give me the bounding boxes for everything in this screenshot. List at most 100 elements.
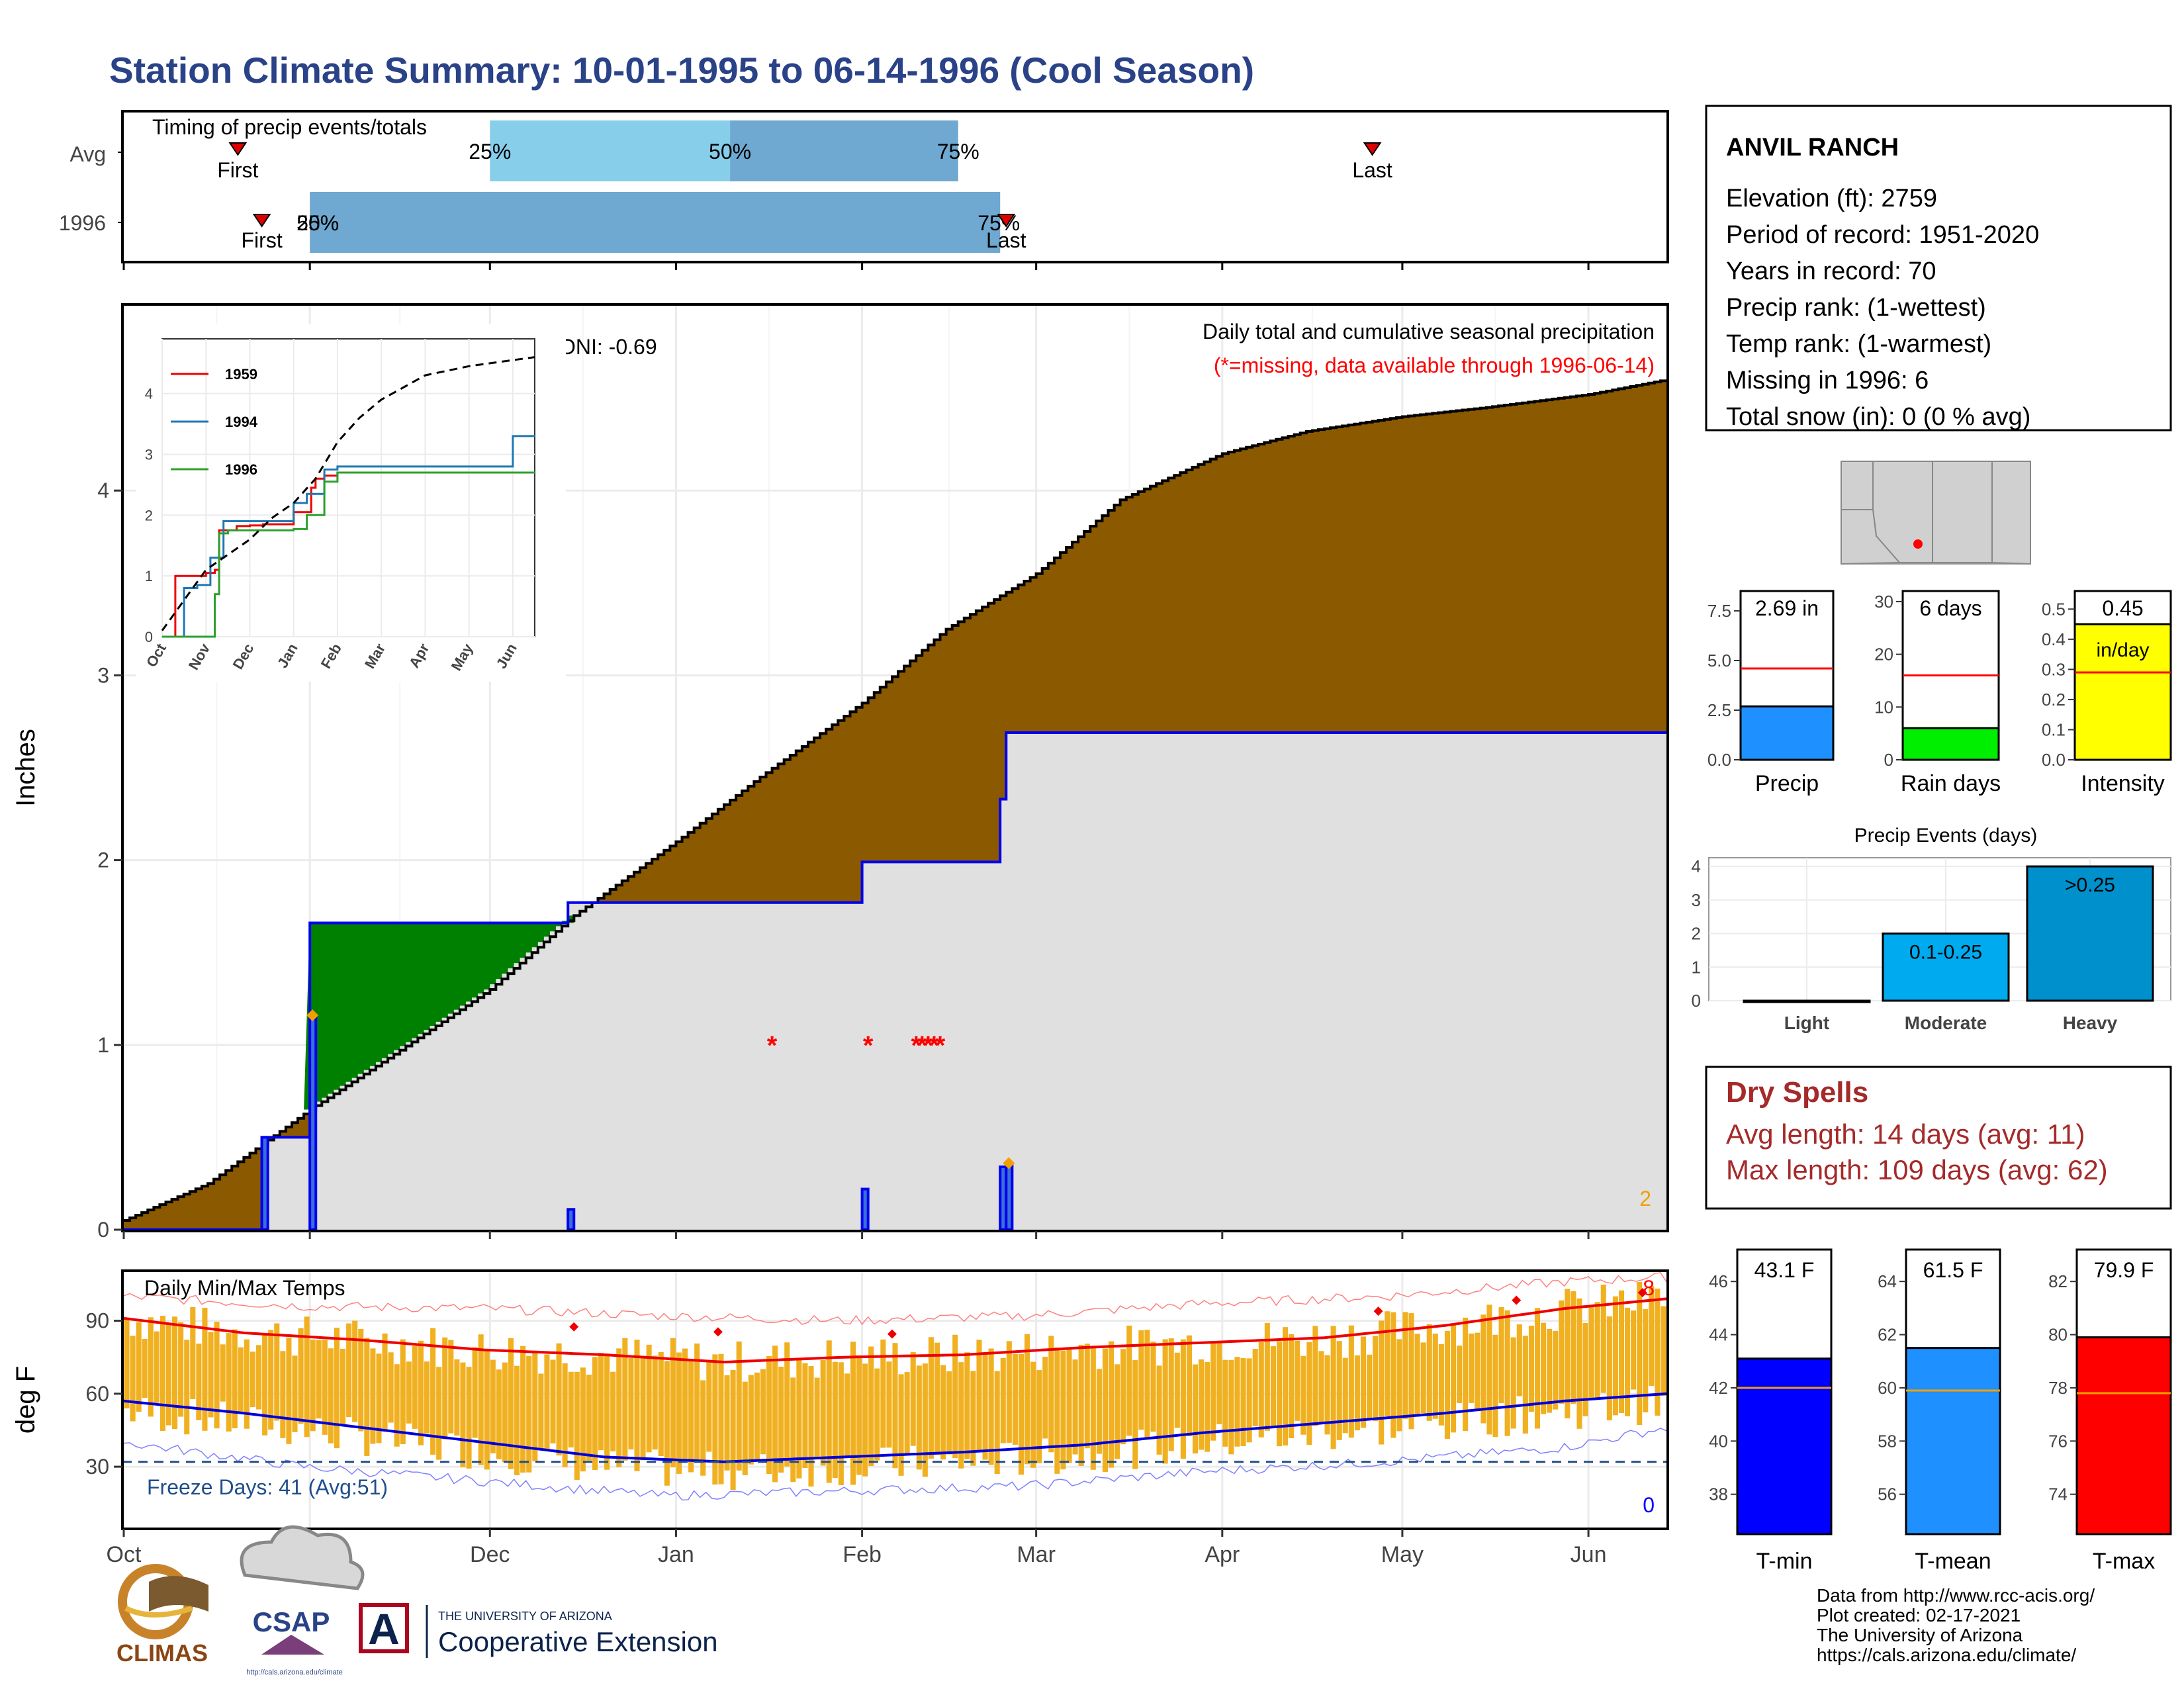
timing-1996-first-marker <box>252 214 271 228</box>
daily-temp-bar <box>124 1318 130 1408</box>
daily-temp-bar <box>1541 1322 1547 1414</box>
daily-temp-bar <box>1444 1330 1450 1440</box>
daily-temp-bar <box>159 1316 165 1431</box>
daily-temp-bar <box>610 1371 616 1451</box>
daily-temp-bar <box>358 1329 364 1432</box>
observed-cumulative-area <box>124 733 1666 1230</box>
summary-value-label: 2.69 in <box>1755 596 1819 620</box>
daily-temp-bar <box>604 1353 610 1470</box>
temp-summary-ytick-label: 58 <box>1878 1431 1897 1451</box>
daily-temp-bar <box>1396 1339 1402 1432</box>
daily-temp-bar <box>1300 1355 1306 1435</box>
temp-summary-value-label: 43.1 F <box>1754 1258 1815 1282</box>
station-info-box: ANVIL RANCH Elevation (ft): 2759 Period … <box>1705 105 2172 432</box>
daily-temp-bar <box>1625 1307 1631 1416</box>
summary-category-label: Precip <box>1755 771 1819 796</box>
daily-temp-bar <box>202 1308 208 1431</box>
daily-temp-bar <box>1228 1359 1234 1455</box>
above-average-area <box>304 915 574 1110</box>
temp-ytick-label: 90 <box>85 1309 109 1333</box>
daily-temp-bar <box>382 1333 388 1431</box>
daily-temp-bar <box>388 1352 394 1423</box>
missing-day-marker: * <box>767 1031 778 1060</box>
daily-temp-bar <box>496 1369 502 1459</box>
daily-precip-bar <box>308 1014 318 1232</box>
timing-avg-last-marker <box>1363 142 1382 156</box>
daily-temp-bar <box>808 1366 814 1487</box>
timing-row-1996: 1996 <box>59 211 106 235</box>
precip-note-title: Daily total and cumulative seasonal prec… <box>1203 320 1655 343</box>
daily-temp-bar <box>418 1340 424 1445</box>
daily-temp-bar <box>1126 1325 1132 1436</box>
daily-temp-bar <box>376 1353 382 1443</box>
precip-ytick-label: 2 <box>97 848 109 872</box>
temp-ytick-label: 30 <box>85 1455 109 1479</box>
daily-temp-bar <box>958 1362 964 1469</box>
inset-ytick-label: 2 <box>145 507 153 524</box>
daily-temp-bar <box>310 1340 316 1432</box>
daily-temp-bar <box>334 1328 340 1449</box>
timing-1996-last-label: Last <box>986 228 1026 252</box>
temp-summary-ytick-label: 46 <box>1709 1271 1728 1291</box>
summary-bar-intensity <box>2073 623 2172 761</box>
csap-logo-text: CSAP <box>253 1606 330 1637</box>
daily-temp-bar <box>1246 1358 1252 1443</box>
daily-temp-bar <box>370 1348 376 1444</box>
daily-temp-bar <box>1559 1300 1565 1404</box>
summary-ytick-label: 0.1 <box>2042 719 2066 739</box>
events-category-label: Heavy <box>2063 1013 2118 1033</box>
temp-summary-ytick-label: 40 <box>1709 1431 1728 1451</box>
inset-series-average <box>161 356 535 631</box>
daily-temp-bar <box>898 1374 904 1476</box>
daily-temp-bar <box>1348 1325 1354 1438</box>
record-precip-marker <box>1003 1157 1015 1169</box>
daily-temp-bar <box>1102 1348 1108 1473</box>
precip-ylabel: Inches <box>11 729 40 807</box>
summary-ytick-label: 0.0 <box>1707 750 1731 770</box>
station-line-elevation: Elevation (ft): 2759 <box>1726 185 1937 212</box>
precip-note-missing: (*=missing, data available through 1996-… <box>1214 353 1655 377</box>
missing-day-marker: * <box>917 1031 928 1060</box>
timing-1996-q50-label: 50% <box>296 211 339 235</box>
record-high-marker <box>713 1327 723 1337</box>
daily-temp-bar <box>165 1323 172 1426</box>
daily-temp-bar <box>1414 1334 1420 1414</box>
missing-day-marker: * <box>863 1031 874 1060</box>
daily-temp-bar <box>1132 1360 1138 1469</box>
daily-temp-bar <box>1534 1308 1541 1429</box>
daily-temp-bar <box>970 1371 976 1466</box>
summary-category-label: Rain days <box>1901 771 2001 796</box>
daily-temp-bar <box>796 1359 802 1479</box>
summary-ytick-label: 7.5 <box>1707 601 1731 621</box>
timing-avg-first-label: First <box>217 158 258 182</box>
temp-summary-bar-t-mean <box>1905 1347 2001 1535</box>
timing-avg-bar-q50-q75 <box>730 120 958 181</box>
temp-summary-ytick-label: 80 <box>2048 1325 2068 1345</box>
daily-temp-bar <box>664 1361 670 1486</box>
precip-ytick-label: 4 <box>97 479 109 502</box>
daily-temp-bar <box>658 1352 664 1457</box>
daily-temp-bar <box>598 1352 604 1451</box>
daily-temp-bar <box>880 1339 886 1448</box>
daily-temp-bar <box>424 1361 430 1434</box>
daily-temp-bar <box>1510 1337 1516 1429</box>
events-ytick-label: 0 <box>1692 991 1701 1011</box>
daily-temp-bar <box>1612 1296 1618 1416</box>
daily-temp-bar <box>952 1334 958 1459</box>
daily-temp-bar <box>928 1337 934 1459</box>
daily-temp-bar <box>154 1331 159 1403</box>
daily-temp-bar <box>1192 1364 1199 1454</box>
daily-temp-bar <box>232 1329 238 1429</box>
daily-temp-bar <box>700 1380 706 1476</box>
daily-temp-bar <box>292 1355 298 1432</box>
timing-label: Timing of precip events/totals <box>152 115 427 139</box>
summary-value-label: 6 days <box>1919 596 1981 620</box>
oni-value: ONI: -0.69 <box>559 335 657 359</box>
station-location-dot <box>1913 539 1923 549</box>
station-line-precip-rank: Precip rank: (1-wettest) <box>1726 294 1986 322</box>
daily-temp-bar <box>1354 1355 1360 1431</box>
daily-temp-bar <box>1264 1323 1270 1431</box>
